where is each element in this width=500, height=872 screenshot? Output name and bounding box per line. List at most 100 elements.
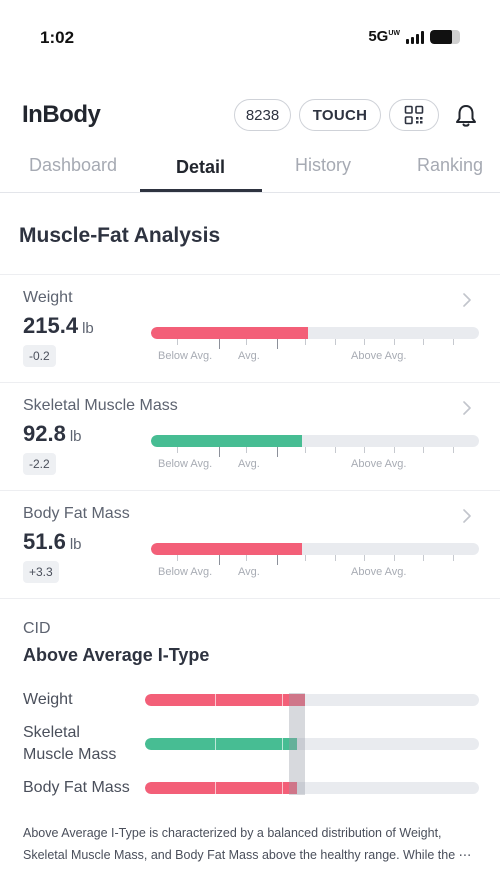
scale-tick — [177, 555, 179, 561]
section-title: Muscle-Fat Analysis — [19, 224, 221, 247]
scale-tick — [305, 447, 307, 453]
metric-row[interactable]: Skeletal Muscle Mass 92.8 lb -2.2 Below Avg.… — [0, 383, 500, 491]
battery-icon — [430, 29, 460, 44]
scale-tick — [423, 339, 425, 345]
scale-label: Avg. — [238, 458, 260, 470]
cid-bar-segment — [281, 738, 283, 750]
metric-label: Body Fat Mass — [23, 505, 130, 522]
scale-tick — [334, 555, 336, 561]
metric-change-badge: -0.2 — [23, 345, 56, 367]
metric-unit: lb — [69, 536, 82, 553]
metric-bar-track — [151, 435, 479, 447]
scale-tick — [277, 447, 279, 457]
scale-tick — [452, 339, 454, 345]
metric-unit: lb — [82, 320, 94, 337]
scale-tick — [246, 555, 248, 561]
inbody-logo: InBody — [22, 101, 101, 128]
scale-label: Above Avg. — [351, 458, 407, 470]
metric-bar-fill — [151, 435, 302, 447]
cid-row-label: Weight — [23, 691, 73, 708]
metric-bar-fill — [151, 327, 309, 339]
metric-change-badge: +3.3 — [23, 561, 59, 583]
metric-unit: lb — [69, 428, 82, 445]
status-time: 1:02 — [40, 28, 75, 47]
metric-value: 51.6 lb — [23, 529, 82, 555]
cid-bar-skeletal-muscle — [145, 738, 479, 750]
cid-bar-segment — [215, 738, 217, 750]
divider — [0, 274, 500, 275]
metric-bar-track — [151, 327, 479, 339]
chevron-right-icon[interactable] — [462, 509, 472, 523]
scale-label: Below Avg. — [158, 350, 213, 362]
points-button[interactable]: 8238 — [234, 99, 291, 131]
cid-bar-fill — [145, 782, 297, 794]
signal-icon — [406, 30, 424, 44]
scale-label: Avg. — [238, 350, 260, 362]
scale-label: Below Avg. — [158, 458, 213, 470]
metric-value: 215.4 lb — [23, 313, 94, 339]
scale-label: Below Avg. — [158, 566, 213, 578]
scale-tick — [177, 339, 179, 345]
app-header: InBody 8238 TOUCH — [0, 95, 500, 139]
status-indicators: 5GUW — [368, 28, 460, 45]
cid-bar-segment — [281, 694, 283, 706]
scale-tick — [219, 555, 221, 565]
tab-history[interactable]: History — [295, 155, 352, 175]
scale-tick — [219, 339, 221, 349]
qr-button[interactable] — [389, 99, 439, 131]
scale-tick — [393, 555, 395, 561]
qr-code-icon — [404, 105, 424, 125]
scale-label: Above Avg. — [351, 566, 407, 578]
cid-bar-fill — [145, 694, 306, 706]
scale-tick — [219, 447, 221, 457]
metric-label: Weight — [23, 289, 73, 306]
scale-tick — [177, 447, 179, 453]
bell-icon — [456, 105, 476, 127]
cid-description[interactable]: Above Average I-Type is characterized by… — [23, 826, 472, 862]
scale-tick — [393, 339, 395, 345]
metric-change-badge: -2.2 — [23, 453, 56, 475]
scale-tick — [423, 447, 425, 453]
scale-tick — [393, 447, 395, 453]
scale-label: Avg. — [238, 566, 260, 578]
scale-tick — [364, 339, 366, 345]
metric-bar-fill — [151, 543, 302, 555]
cid-label: CID — [23, 620, 51, 637]
tab-bar: Dashboard Detail History Ranking — [0, 145, 500, 193]
scale-label: Above Avg. — [351, 350, 407, 362]
scale-tick — [246, 339, 248, 345]
tab-dashboard[interactable]: Dashboard — [29, 155, 118, 175]
scale-tick — [452, 447, 454, 453]
notifications-button[interactable] — [453, 103, 479, 129]
network-label: 5GUW — [368, 28, 400, 45]
touch-button[interactable]: TOUCH — [299, 99, 381, 131]
metric-bar-track — [151, 543, 479, 555]
scale-tick — [246, 447, 248, 453]
metric-row[interactable]: Weight 215.4 lb -0.2 Below Avg. Avg. Above Avg… — [0, 275, 500, 383]
cid-bar-fill — [145, 738, 297, 750]
metric-number: 51.6 — [23, 529, 66, 554]
metric-number: 92.8 — [23, 421, 66, 446]
cid-average-band — [289, 693, 305, 795]
metric-row[interactable]: Body Fat Mass 51.6 lb +3.3 Below Avg. Avg. Abo… — [0, 491, 500, 599]
status-bar: 1:02 5GUW — [0, 0, 500, 76]
active-tab-indicator — [140, 189, 262, 192]
tab-detail[interactable]: Detail — [176, 157, 226, 177]
scale-tick — [364, 555, 366, 561]
cid-bar-weight — [145, 694, 479, 706]
metric-number: 215.4 — [23, 313, 79, 338]
cid-row-label: Skeletal Muscle Mass — [23, 724, 117, 763]
divider — [0, 598, 500, 599]
scale-tick — [305, 339, 307, 345]
scale-tick — [277, 555, 279, 565]
scale-tick — [452, 555, 454, 561]
cid-type: Above Average I-Type — [23, 645, 210, 665]
divider — [0, 490, 500, 491]
scale-tick — [334, 339, 336, 345]
chevron-right-icon[interactable] — [462, 293, 472, 307]
divider — [0, 382, 500, 383]
tab-ranking[interactable]: Ranking — [417, 155, 484, 175]
chevron-right-icon[interactable] — [462, 401, 472, 415]
metric-label: Skeletal Muscle Mass — [23, 397, 178, 414]
cid-bar-segment — [281, 782, 283, 794]
